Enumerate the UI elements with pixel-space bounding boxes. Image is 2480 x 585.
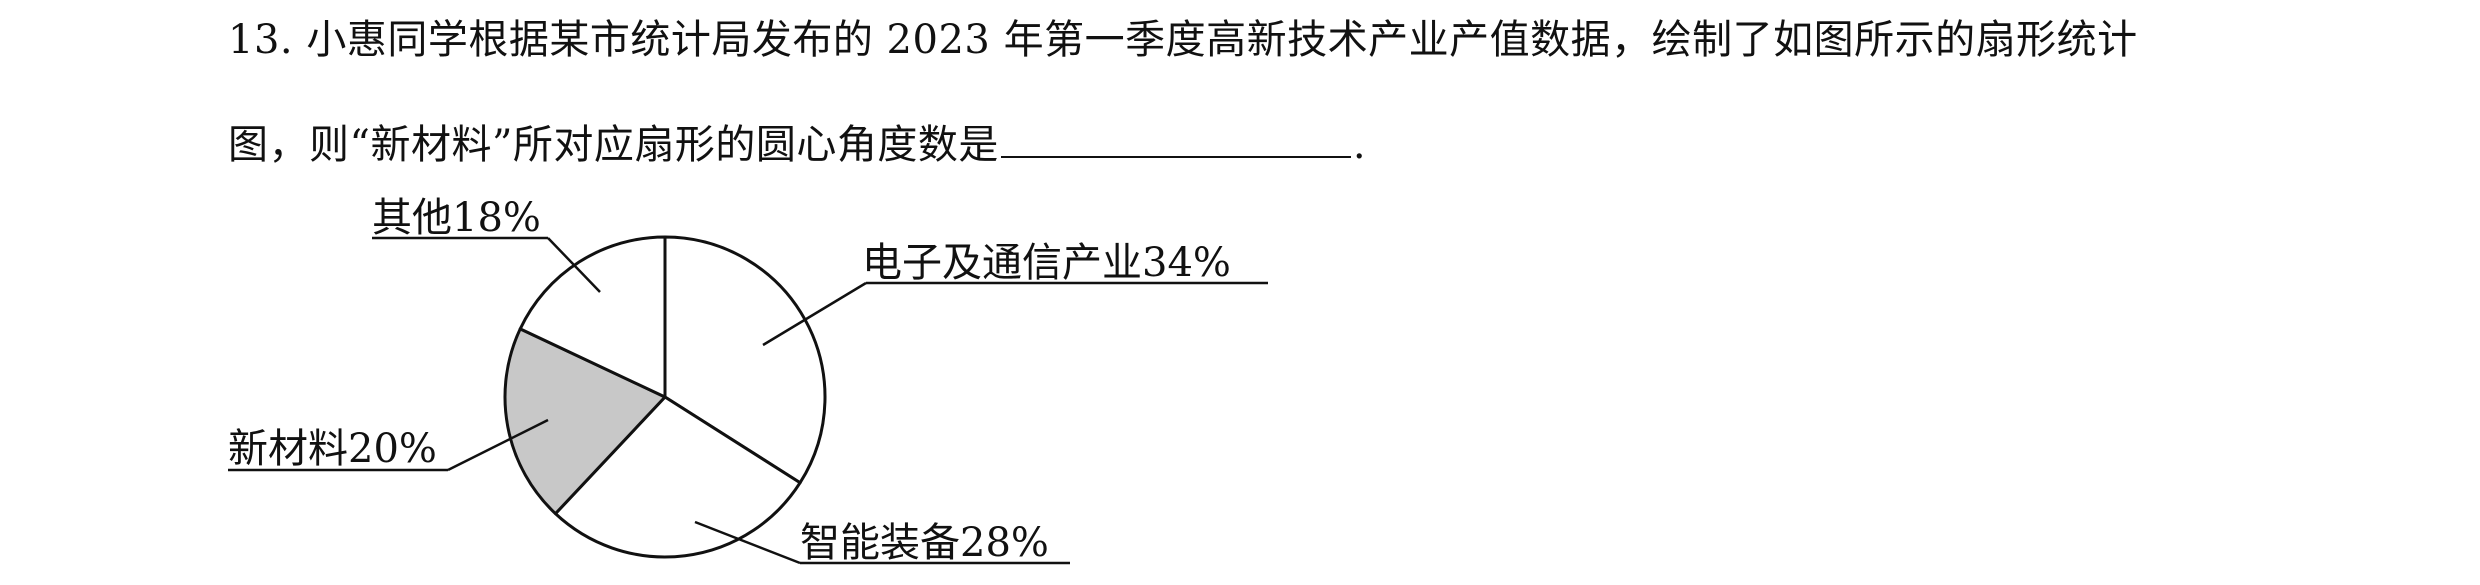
answer-blank[interactable] [1000,116,1351,158]
label-new-materials: 新材料20% [228,426,437,472]
leader-smart-equipment [694,520,801,565]
label-electronics: 电子及通信产业34% [862,240,1231,286]
question-text-2: 图，则“新材料”所对应扇形的圆心角度数是 [228,122,999,168]
question-line-1: 13. 小惠同学根据某市统计局发布的 2023 年第一季度高新技术产业产值数据，… [228,14,2138,66]
slice-other [518,235,667,399]
label-leaders [228,236,1268,565]
label-smart-equipment: 智能装备28% [800,520,1049,566]
leader-other [547,237,601,293]
label-other: 其他18% [372,195,541,241]
pie-slices [503,235,827,559]
slice-labels: 其他18% 电子及通信产业34% 新材料20% 智能装备28% [228,195,1231,566]
leader-new-materials [447,418,549,472]
slice-new-materials [503,327,667,516]
question-text-1: 小惠同学根据某市统计局发布的 2023 年第一季度高新技术产业产值数据，绘制了如… [306,17,2138,63]
question-line-2: 图，则“新材料”所对应扇形的圆心角度数是. [228,116,1366,171]
question-period: . [1352,122,1367,168]
question-number: 13. [228,17,294,63]
leader-electronics [762,281,867,347]
slice-smart-equipment [553,395,802,559]
